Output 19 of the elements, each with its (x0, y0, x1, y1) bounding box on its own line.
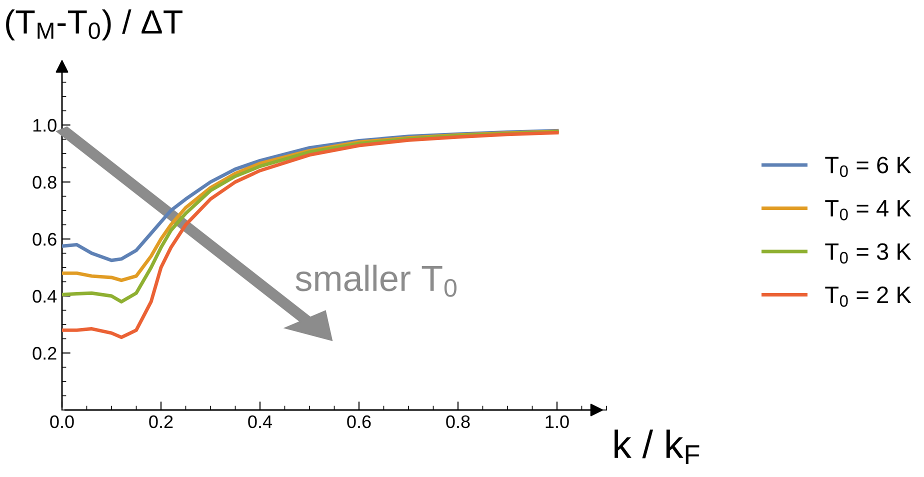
x-axis-title: k / k$_{F}$ (614, 430, 700, 464)
y-tick-label: 0.6 (32, 232, 56, 246)
line-series (62, 130, 559, 340)
y-tick-label: 0.8 (32, 176, 56, 189)
y-tick-label: 0.4 (32, 290, 57, 303)
x-tick-label: 0.8 (446, 415, 470, 428)
x-tick-label: 0.0 (50, 415, 74, 428)
y-tick-label: 0.2 (32, 346, 56, 360)
legend-label: T$_{0}$ = 4 K (825, 200, 912, 220)
y-axis-title: (T$_{M}$-T$_{0}$) / ΔT (6, 9, 182, 40)
x-tick-label: 0.2 (149, 415, 173, 428)
legend-label: T$_{0}$ = 3 K (825, 243, 912, 264)
y-tick-label: 1.0 (33, 118, 56, 132)
legend-label: T$_{0}$ = 2 K (825, 286, 912, 307)
x-tick-label: 0.6 (347, 415, 371, 428)
annotation: smaller T$_{0}$ (296, 264, 457, 297)
x-tick-label: 0.4 (248, 415, 272, 428)
x-tick-label: 1.0 (546, 415, 569, 428)
legend-label: T$_{0}$ = 6 K (825, 156, 912, 178)
